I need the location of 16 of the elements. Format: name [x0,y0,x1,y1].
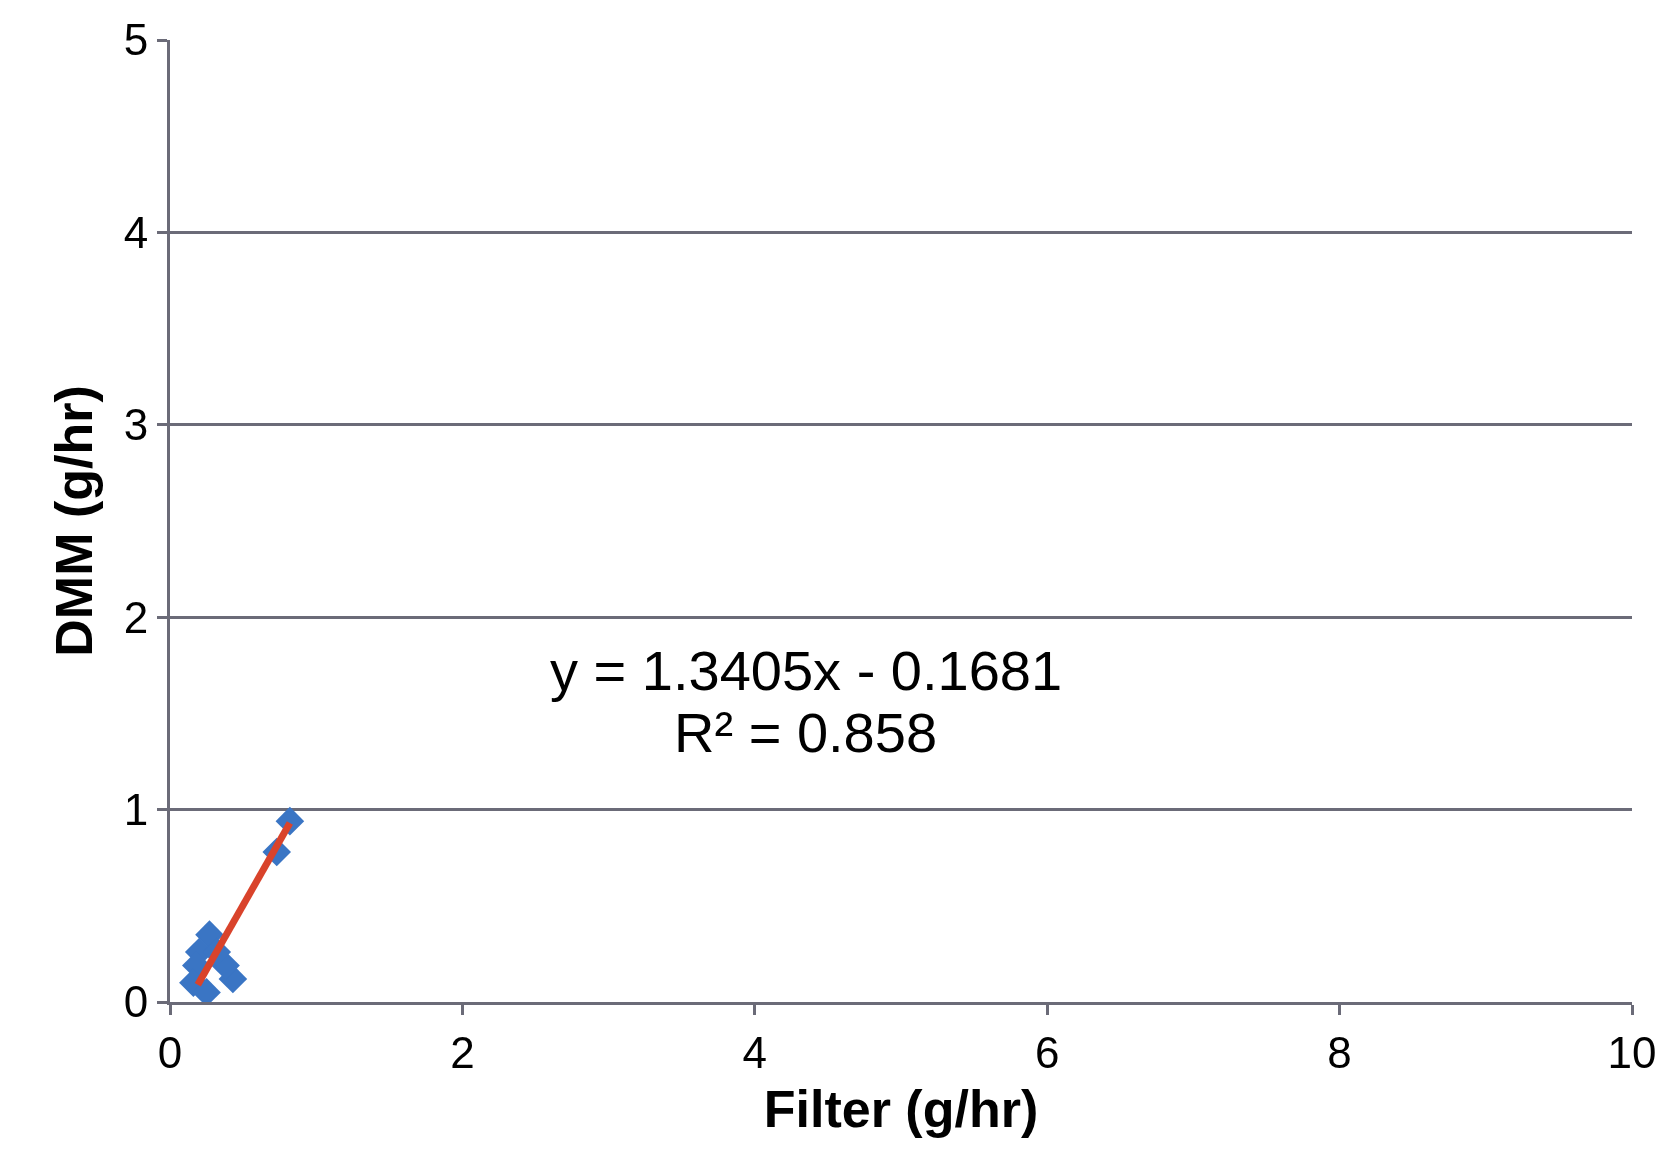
x-tick-label: 0 [157,1027,183,1077]
x-tick-label: 4 [742,1027,768,1077]
y-axis-title: DMM (g/hr) [45,385,104,657]
y-tick-label: 2 [123,592,149,642]
y-tick-label: 5 [123,15,149,65]
x-tick-label: 6 [1034,1027,1060,1077]
y-tick-label: 3 [123,400,149,450]
x-tick-label: 2 [450,1027,475,1077]
x-axis-title: Filter (g/hr) [763,1079,1039,1138]
annotation: y = 1.3405x - 0.1681 [550,639,1063,702]
y-tick-label: 4 [123,207,149,257]
x-tick-label: 10 [1607,1027,1657,1077]
y-tick-label: 0 [123,977,149,1027]
x-tick-label: 8 [1327,1027,1352,1077]
annotation: R² = 0.858 [674,701,938,764]
y-tick-label: 1 [123,785,149,834]
